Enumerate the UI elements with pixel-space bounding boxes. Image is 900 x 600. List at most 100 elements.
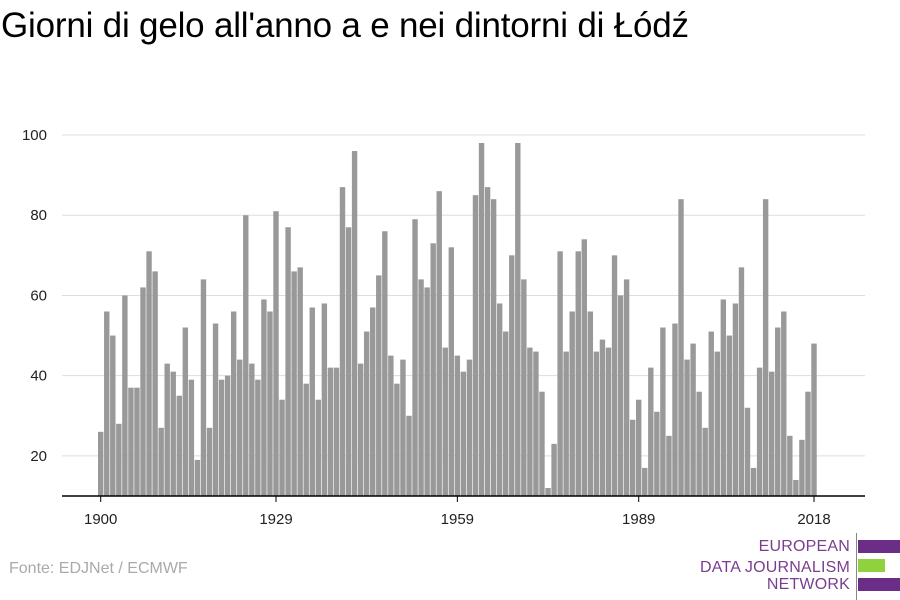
source-note: Fonte: EDJNet / ECMWF <box>9 560 188 577</box>
logo-line-network: NETWORK <box>766 576 850 593</box>
bar-1947 <box>382 231 388 496</box>
bar-2017 <box>805 391 811 496</box>
bar-1981 <box>587 311 594 496</box>
bar-1908 <box>146 251 152 496</box>
x-tick-label: 1929 <box>259 511 292 528</box>
x-tick-label: 1900 <box>84 511 117 528</box>
bar-2003 <box>720 299 727 496</box>
logo-bar-green <box>858 559 885 572</box>
logo-bar-purple-bottom <box>858 578 900 591</box>
bar-1931 <box>285 227 291 496</box>
bar-2018 <box>811 343 817 496</box>
bar-1940 <box>339 187 346 496</box>
bar-1987 <box>623 279 630 496</box>
bar-1935 <box>309 307 315 496</box>
bar-2002 <box>714 351 720 496</box>
axes: 20 40 60 80 100 1900 1929 1959 1989 2018 <box>22 127 865 528</box>
bar-1937 <box>321 303 328 496</box>
bar-1909 <box>152 271 158 496</box>
bar-1939 <box>333 367 340 496</box>
bar-1911 <box>164 363 170 496</box>
bar-1969 <box>515 143 521 496</box>
bar-1903 <box>116 423 122 496</box>
logo-line-european: EUROPEAN <box>758 538 850 555</box>
bar-1950 <box>400 359 406 496</box>
bar-1995 <box>672 323 678 496</box>
bar-1938 <box>327 367 334 496</box>
bar-1985 <box>611 255 618 496</box>
bar-1982 <box>593 351 600 496</box>
bar-1902 <box>110 335 116 496</box>
bar-1918 <box>206 427 213 496</box>
bar-1944 <box>363 331 370 496</box>
x-tick-label: 1989 <box>622 511 655 528</box>
bar-1962 <box>472 195 479 497</box>
bar-2007 <box>744 407 751 496</box>
logo-line-data-journalism: DATA JOURNALISM <box>700 559 850 576</box>
bar-1948 <box>388 355 394 496</box>
bar-1901 <box>104 311 110 496</box>
bar-2016 <box>799 439 805 496</box>
bar-2015 <box>793 479 799 496</box>
y-tick-label: 60 <box>30 287 47 304</box>
bar-1929 <box>273 211 279 496</box>
bar-1992 <box>654 411 660 496</box>
bar-1910 <box>158 427 164 496</box>
bar-1953 <box>418 279 424 496</box>
bar-2011 <box>769 371 775 496</box>
bar-1980 <box>581 239 587 497</box>
bar-1917 <box>200 279 207 496</box>
bar-1941 <box>345 227 352 496</box>
bar-1983 <box>599 339 606 496</box>
bar-1999 <box>696 391 702 496</box>
bar-1984 <box>605 347 612 496</box>
bar-1912 <box>170 371 176 496</box>
bar-2013 <box>781 311 787 496</box>
bar-2012 <box>775 327 781 496</box>
bar-1975 <box>551 443 557 496</box>
bar-1919 <box>212 323 219 496</box>
bar-1967 <box>503 331 509 496</box>
bar-1907 <box>140 287 146 496</box>
bar-1955 <box>430 243 436 496</box>
chart-title: Giorni di gelo all'anno a e nei dintorni… <box>1 6 689 45</box>
bar-1997 <box>684 359 690 496</box>
bar-1970 <box>521 279 527 496</box>
bar-1952 <box>412 219 418 497</box>
bar-1924 <box>243 215 249 496</box>
bar-2001 <box>708 331 714 496</box>
bar-1946 <box>376 275 382 496</box>
bar-1913 <box>176 395 182 496</box>
bar-1998 <box>690 343 696 496</box>
bar-1956 <box>436 191 442 496</box>
y-tick-label: 80 <box>30 207 47 224</box>
bar-1957 <box>442 347 448 496</box>
bar-1900 <box>98 431 104 496</box>
bar-1961 <box>466 359 473 496</box>
bar-2006 <box>738 267 745 496</box>
bar-1920 <box>218 379 225 496</box>
bar-2008 <box>750 467 757 496</box>
bar-1991 <box>648 367 654 496</box>
bar-1926 <box>255 379 261 496</box>
bar-1914 <box>182 327 189 496</box>
x-tick-label: 2018 <box>797 511 830 528</box>
bar-1996 <box>678 199 684 496</box>
bar-1915 <box>188 379 195 496</box>
bar-1958 <box>448 247 455 496</box>
bar-1959 <box>454 355 461 496</box>
bar-1971 <box>527 347 533 496</box>
bar-1933 <box>297 267 303 496</box>
bar-1972 <box>533 351 539 496</box>
bar-1932 <box>291 271 297 496</box>
bar-2000 <box>702 427 708 496</box>
bar-1974 <box>545 487 551 496</box>
bar-1906 <box>134 387 140 496</box>
bar-1928 <box>267 311 273 496</box>
bar-1994 <box>666 435 672 496</box>
bar-1954 <box>424 287 430 496</box>
bar-2004 <box>726 335 733 496</box>
bar-1986 <box>617 295 624 496</box>
bar-1930 <box>279 399 285 496</box>
